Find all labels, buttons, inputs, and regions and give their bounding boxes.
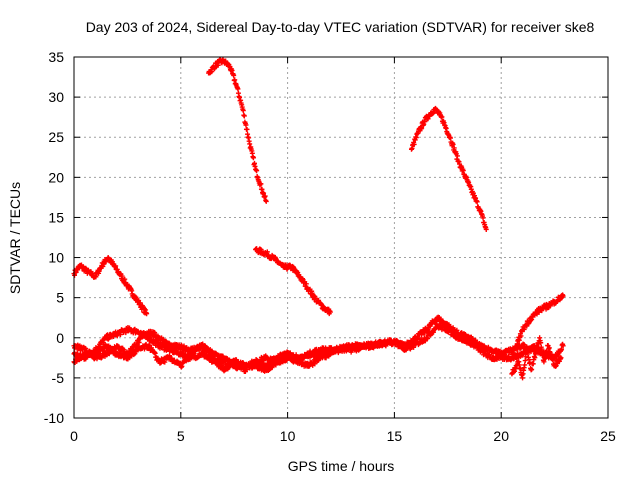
data-point [419,125,425,131]
data-point [235,86,241,92]
data-point [122,276,128,282]
data-point [543,355,549,361]
data-point [327,351,333,357]
data-point [137,300,143,306]
data-point [123,330,129,336]
series-arc-midday [253,246,333,317]
x-tick-label: 15 [387,428,403,444]
series-arc-morning-high [206,56,269,204]
data-point [110,346,116,352]
data-point [411,141,417,147]
data-point [119,273,125,279]
data-point [560,343,566,349]
series-base-c [71,341,333,374]
data-point [474,199,480,205]
y-tick-label: 20 [48,169,64,185]
series-late-scatter [509,335,564,381]
data-point [439,114,445,120]
data-point [273,362,279,368]
y-tick-label: 35 [48,49,64,65]
series-arc-early [71,255,150,317]
data-point [263,198,269,204]
y-tick-label: 30 [48,89,64,105]
data-point [208,350,214,356]
data-point [262,193,268,199]
x-axis-label: GPS time / hours [288,458,395,474]
data-point [215,62,221,68]
series-late-rise [509,292,566,361]
x-tick-label: 20 [493,428,509,444]
data-point [480,215,486,221]
y-tick-label: 10 [48,250,64,266]
y-tick-label: 5 [56,290,64,306]
y-tick-label: 15 [48,209,64,225]
data-point [254,168,260,174]
data-point [522,362,528,368]
data-point [144,311,150,317]
data-point [241,113,247,119]
data-point [558,355,564,361]
data-point [560,293,566,299]
data-point [243,122,249,128]
x-tick-label: 25 [600,428,616,444]
chart-title: Day 203 of 2024, Sidereal Day-to-day VTE… [86,19,595,35]
y-axis-label: SDTVAR / TECUs [7,182,23,294]
data-point [483,226,489,232]
data-point [467,337,473,343]
data-point [538,340,544,346]
data-point [303,281,309,287]
data-point [323,355,329,361]
y-tick-label: -10 [44,410,64,426]
data-point [231,72,237,78]
data-point [535,345,541,351]
data-point [529,366,535,372]
axis-ticks: 0 5 10 15 20 25 -10 -5 0 5 10 15 20 25 30 35 [44,49,616,444]
y-tick-label: 0 [56,330,64,346]
data-point [240,108,246,114]
x-tick-label: 5 [177,428,185,444]
data-point [454,153,460,159]
data-point [539,346,545,352]
data-point [244,126,250,132]
x-tick-label: 10 [280,428,296,444]
data-point [450,141,456,147]
data-point [155,339,161,345]
x-tick-label: 0 [70,428,78,444]
y-tick-label: 25 [48,129,64,145]
data-point [264,249,270,255]
data-point [72,272,78,278]
data-point [258,181,264,187]
series-arc-afternoon-high [408,105,489,232]
data-points [71,56,566,381]
data-point [147,342,153,348]
data-point [250,155,256,161]
data-point [533,350,539,356]
y-tick-label: -5 [52,370,65,386]
plot-frame [73,56,609,419]
data-point [518,333,524,339]
data-point [327,309,333,315]
